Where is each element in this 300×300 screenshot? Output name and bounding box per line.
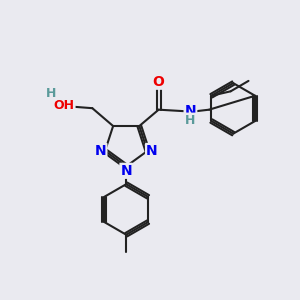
Text: H: H (185, 114, 196, 127)
Text: OH: OH (54, 99, 75, 112)
Text: N: N (120, 164, 132, 178)
Text: N: N (95, 144, 106, 158)
Text: H: H (46, 87, 56, 100)
Text: O: O (153, 75, 165, 89)
Text: N: N (146, 144, 158, 158)
Text: N: N (184, 104, 196, 118)
